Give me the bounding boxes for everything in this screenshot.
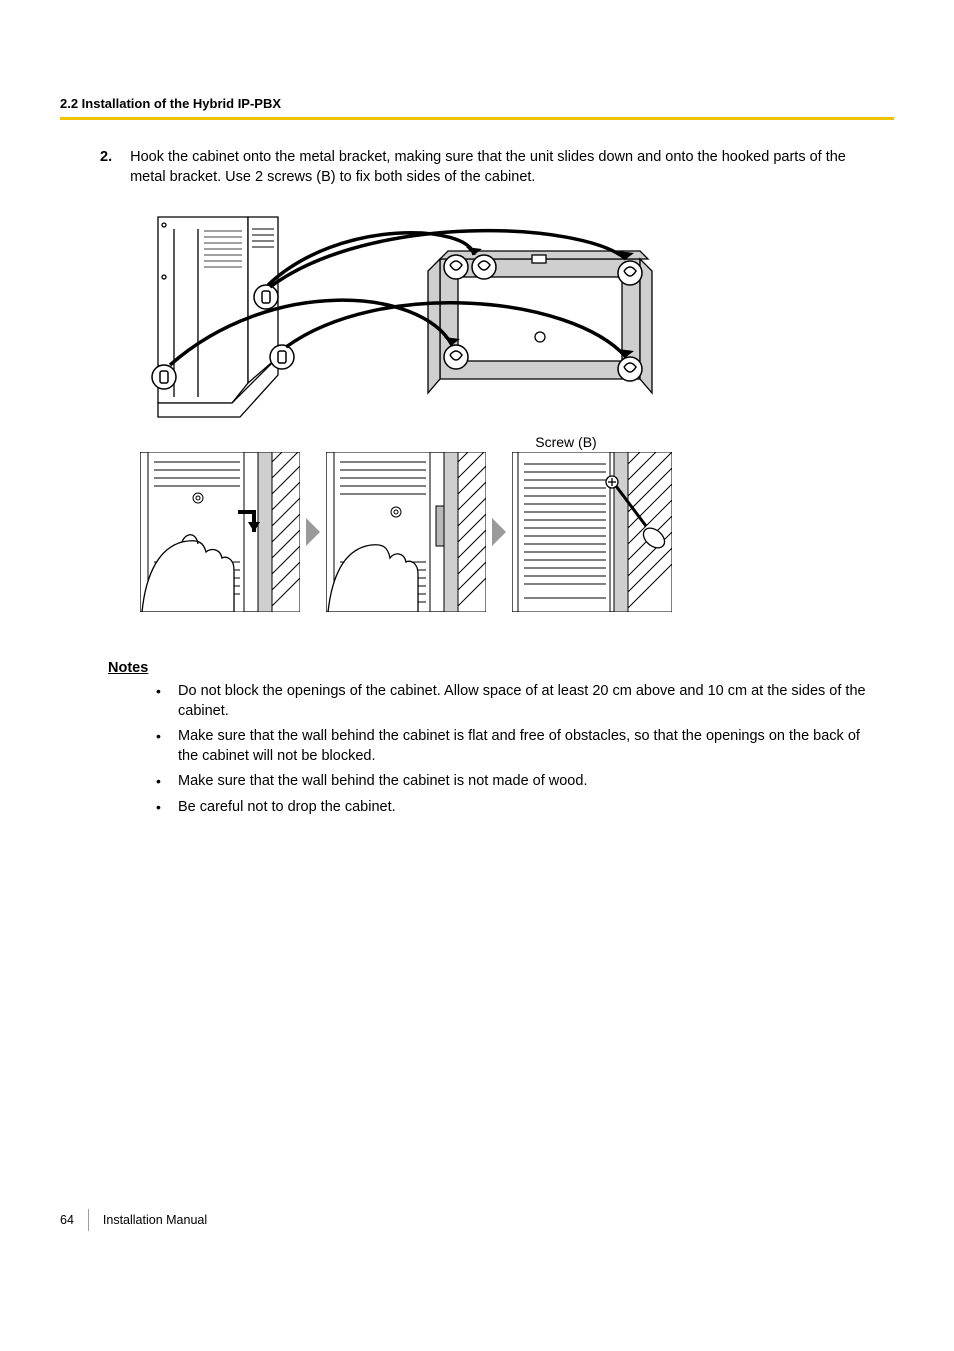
step-arrow-2 xyxy=(492,518,506,546)
header-rule xyxy=(60,117,894,120)
mount-step-3 xyxy=(512,452,672,612)
footer-divider xyxy=(88,1209,89,1231)
section-header: 2.2 Installation of the Hybrid IP-PBX xyxy=(60,96,894,111)
step-2: 2. Hook the cabinet onto the metal brack… xyxy=(100,148,884,187)
step-number: 2. xyxy=(100,148,112,187)
step-text: Hook the cabinet onto the metal bracket,… xyxy=(130,148,884,187)
step-arrow-1 xyxy=(306,518,320,546)
cabinet-bracket-diagram xyxy=(140,207,670,423)
page-number: 64 xyxy=(60,1213,74,1227)
screw-b-label: Screw (B) xyxy=(486,434,646,450)
notes-heading: Notes xyxy=(108,660,894,676)
note-item: Be careful not to drop the cabinet. xyxy=(150,798,874,818)
bottom-figures-row xyxy=(140,452,894,612)
footer-doc-title: Installation Manual xyxy=(103,1213,207,1227)
page-footer: 64 Installation Manual xyxy=(60,1209,207,1231)
notes-list: Do not block the openings of the cabinet… xyxy=(150,682,874,817)
note-item: Make sure that the wall behind the cabin… xyxy=(150,772,874,792)
top-figure xyxy=(140,207,894,428)
figure-block: Screw (B) xyxy=(140,207,894,612)
mount-step-1 xyxy=(140,452,300,612)
page: 2.2 Installation of the Hybrid IP-PBX 2.… xyxy=(0,0,954,1351)
note-item: Do not block the openings of the cabinet… xyxy=(150,682,874,721)
mount-step-2 xyxy=(326,452,486,612)
note-item: Make sure that the wall behind the cabin… xyxy=(150,727,874,766)
